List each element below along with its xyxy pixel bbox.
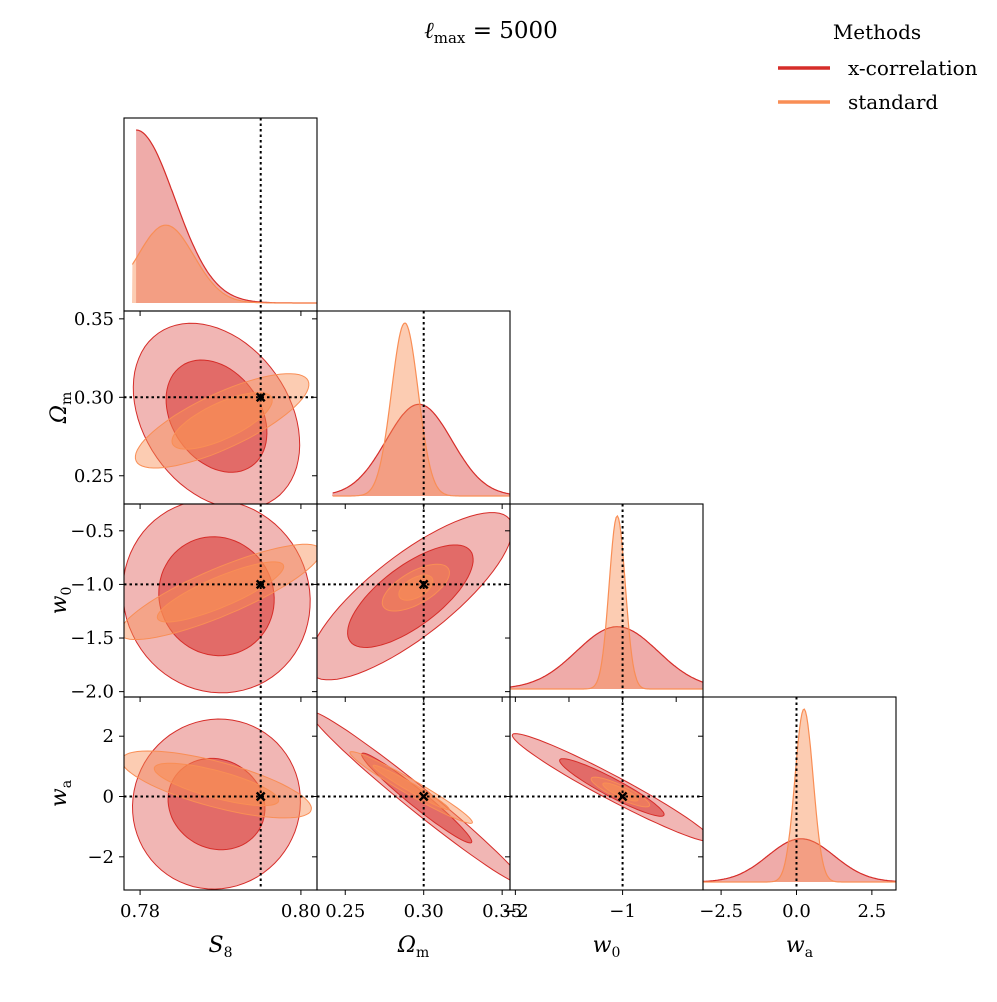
y-axis-label-Om: Ωm [47, 392, 75, 425]
x-tick-label-Om: 0.25 [325, 901, 365, 922]
contour-inner-standard-w0-wa [602, 782, 639, 802]
y-axis-label-sub: 0 [59, 587, 75, 596]
panel-Om-wa [317, 697, 510, 890]
y-axis-label-base: w [47, 595, 72, 614]
y-tick-label-w0: −2.0 [70, 682, 114, 703]
marginal-line-x-correlation-Om [332, 403, 510, 495]
panel-wa-wa [703, 697, 896, 890]
y-axis-label-wa: wa [47, 780, 75, 807]
marginal-fill-standard-w0 [510, 516, 703, 689]
panel-Om-w0 [317, 504, 510, 697]
y-tick-label-wa: 0 [103, 787, 114, 808]
marginal-line-x-correlation-w0 [510, 626, 703, 688]
marginal-fill-x-correlation-wa [703, 838, 896, 882]
legend-label-standard: standard [848, 90, 938, 114]
x-axis-label-wa: wa [786, 933, 813, 961]
y-axis-label-base: Ω [47, 405, 72, 424]
fiducial-marker-S8-wa [255, 791, 266, 802]
y-tick-label-Om: 0.30 [74, 387, 114, 408]
x-axis-label-Om: Ωm [397, 933, 430, 961]
marginal-line-standard-S8 [131, 224, 317, 304]
marginal-line-standard-Om [332, 322, 510, 497]
y-tick-label-w0: −1.0 [70, 574, 114, 595]
panel-S8-w0 [124, 504, 317, 697]
x-tick-label-Om: 0.35 [482, 901, 522, 922]
fiducial-marker-S8-Om [255, 392, 266, 403]
panel-w0-wa [510, 697, 703, 890]
legend: Methods x-correlation standard [778, 20, 978, 114]
marginal-fill-standard-Om [331, 323, 510, 496]
marginal-fill-x-correlation-S8 [136, 130, 317, 303]
panel-w0-w0 [510, 504, 703, 697]
y-axis-label-base: w [47, 788, 72, 807]
title-base: ℓ [424, 18, 434, 44]
contour-inner-standard-S8-w0 [156, 561, 285, 623]
x-tick-label-wa: 0.0 [782, 901, 811, 922]
x-axis-label-S8: S8 [209, 933, 233, 961]
title-rest: = 5000 [465, 18, 557, 44]
panel-S8-S8 [131, 118, 317, 311]
x-tick-label-w0: −1 [609, 901, 636, 922]
x-axis-label-sub: a [805, 945, 813, 961]
y-axis-label-sub: m [59, 392, 75, 405]
contour-inner-standard-S8-Om [171, 391, 273, 450]
legend-label-x-correlation: x-correlation [848, 56, 978, 80]
y-tick-label-wa: −2 [87, 847, 114, 868]
chart-title: ℓmax = 5000 [424, 18, 558, 47]
y-tick-label-w0: −1.5 [70, 628, 114, 649]
y-tick-label-wa: 2 [103, 726, 114, 747]
contour-inner-standard-S8-wa [153, 762, 280, 807]
x-tick-label-wa: 2.5 [858, 901, 887, 922]
panel-Om-Om [331, 311, 510, 504]
marginal-line-x-correlation-wa [703, 838, 896, 882]
x-tick-label-w0: −2 [502, 901, 529, 922]
marginal-fill-standard-wa [703, 709, 896, 882]
panel-S8-wa [124, 697, 317, 890]
contour-inner-standard-Om-wa [372, 764, 450, 811]
x-axis-label-base: w [593, 933, 612, 958]
y-axis-label-sub: a [59, 780, 75, 788]
x-tick-label-wa: −2.5 [699, 901, 743, 922]
panel-S8-Om [124, 311, 317, 504]
panel-frame-wa-wa [702, 696, 897, 891]
y-tick-label-Om: 0.25 [74, 466, 114, 487]
x-tick-label-S8: 0.78 [120, 901, 160, 922]
y-tick-label-w0: −0.5 [70, 521, 114, 542]
x-axis-label-base: S [209, 933, 224, 958]
marginal-fill-standard-S8 [132, 225, 317, 303]
marginal-fill-x-correlation-w0 [510, 626, 703, 689]
x-tick-label-Om: 0.30 [404, 901, 444, 922]
x-axis-label-sub: 0 [611, 945, 620, 961]
marginal-line-standard-w0 [510, 514, 703, 690]
fiducial-marker-w0-wa [617, 791, 628, 802]
marginal-line-standard-wa [703, 708, 896, 883]
x-axis-label-base: w [786, 933, 805, 958]
x-tick-label-S8: 0.80 [281, 901, 321, 922]
title-sub: max [434, 29, 466, 47]
y-tick-label-Om: 0.35 [74, 309, 114, 330]
fiducial-marker-S8-w0 [255, 579, 266, 590]
x-axis-label-base: Ω [397, 933, 416, 958]
marginal-fill-x-correlation-Om [331, 404, 510, 496]
y-axis-label-w0: w0 [47, 587, 75, 615]
fiducial-marker-Om-w0 [418, 579, 429, 590]
x-axis-label-w0: w0 [593, 933, 621, 961]
fiducial-marker-Om-wa [418, 791, 429, 802]
x-axis-label-sub: m [416, 945, 429, 961]
legend-title: Methods [833, 20, 921, 44]
x-axis-label-sub: 8 [224, 945, 233, 961]
